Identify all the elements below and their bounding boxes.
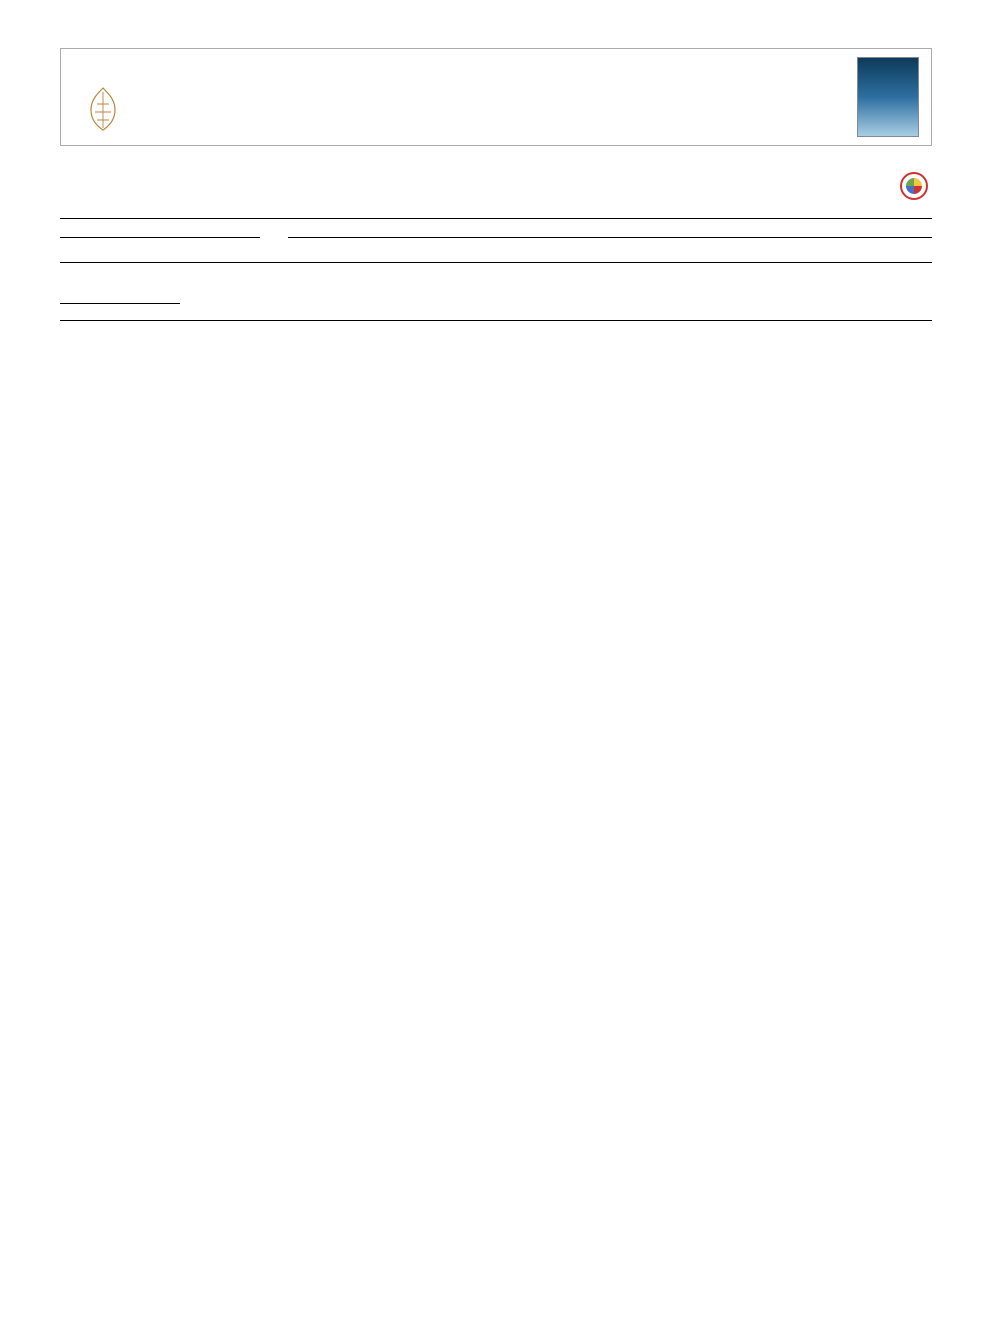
abs-rule bbox=[288, 237, 932, 238]
page-footer bbox=[60, 320, 932, 341]
journal-cover-thumb bbox=[857, 57, 919, 137]
body-column-left bbox=[60, 287, 484, 310]
body-column-right bbox=[508, 287, 932, 310]
elsevier-tree-icon bbox=[83, 86, 123, 132]
footnote-rule bbox=[60, 303, 180, 304]
article-info-column bbox=[60, 231, 260, 252]
journal-header-box bbox=[60, 48, 932, 146]
cover-thumb-title bbox=[858, 58, 918, 62]
rule-bottom bbox=[60, 262, 932, 263]
info-rule bbox=[60, 237, 260, 238]
publisher-logo bbox=[73, 62, 133, 132]
rule-top bbox=[60, 218, 932, 219]
abstract-column bbox=[288, 231, 932, 252]
crossmark-badge[interactable] bbox=[900, 172, 932, 200]
crossmark-icon bbox=[900, 172, 928, 200]
